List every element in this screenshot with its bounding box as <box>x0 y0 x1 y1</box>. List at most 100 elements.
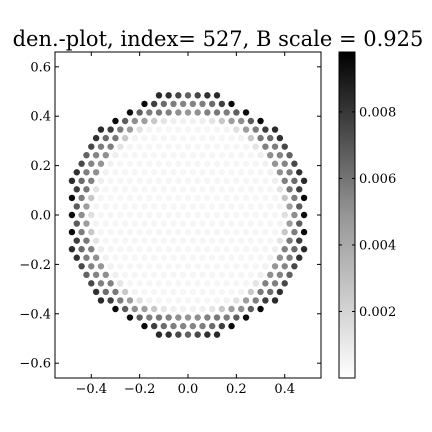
density-point <box>170 186 177 193</box>
density-point <box>184 143 192 150</box>
density-point <box>223 297 230 304</box>
density-point <box>213 109 221 116</box>
density-point <box>242 177 250 185</box>
density-point <box>83 254 90 261</box>
density-point <box>165 143 172 150</box>
density-point <box>131 254 138 261</box>
density-point <box>146 263 153 270</box>
density-point <box>150 305 158 313</box>
density-point <box>286 271 293 279</box>
density-point <box>262 280 269 287</box>
x-tick-label: −0.4 <box>75 382 107 397</box>
density-point <box>208 220 216 227</box>
density-point <box>233 177 240 185</box>
density-point <box>107 263 114 270</box>
density-point <box>213 160 221 167</box>
density-point <box>97 211 105 219</box>
density-point <box>194 228 201 236</box>
density-point <box>150 288 158 296</box>
density-point <box>213 143 221 150</box>
density-point <box>68 194 76 202</box>
density-point <box>199 100 206 108</box>
density-point <box>262 263 269 270</box>
density-point <box>126 245 134 253</box>
density-point <box>194 263 201 270</box>
density-point <box>146 160 153 167</box>
density-point <box>155 160 163 167</box>
density-point <box>184 92 192 99</box>
density-point <box>291 177 298 185</box>
density-point <box>199 271 206 279</box>
density-point <box>150 186 158 193</box>
density-point <box>155 177 163 185</box>
density-point <box>242 314 250 321</box>
density-point <box>150 117 158 125</box>
density-point <box>97 160 105 167</box>
density-point <box>233 160 240 167</box>
density-point <box>199 186 206 193</box>
density-point <box>228 203 235 210</box>
density-point <box>112 151 119 159</box>
density-point <box>92 169 100 176</box>
density-point <box>252 177 259 185</box>
density-point <box>136 126 143 133</box>
density-point <box>102 254 109 261</box>
density-point <box>262 126 269 133</box>
density-point <box>107 160 114 167</box>
density-point <box>184 160 192 167</box>
density-point <box>136 263 143 270</box>
density-point <box>204 109 211 116</box>
density-point <box>204 143 211 150</box>
density-point <box>150 100 158 108</box>
density-point <box>213 280 221 287</box>
density-point <box>78 194 85 202</box>
density-point <box>78 245 85 253</box>
density-point <box>175 297 182 304</box>
density-point <box>247 151 255 159</box>
density-point <box>247 271 255 279</box>
density-point <box>233 297 240 304</box>
density-point <box>146 211 153 219</box>
density-point <box>238 151 245 159</box>
density-point <box>252 194 259 202</box>
density-point <box>170 237 177 244</box>
density-point <box>204 160 211 167</box>
density-point <box>170 169 177 176</box>
density-point <box>88 263 95 270</box>
density-point <box>252 263 259 270</box>
density-point <box>131 305 138 313</box>
density-point <box>213 194 221 202</box>
density-point <box>257 271 264 279</box>
density-point <box>208 134 216 142</box>
density-point <box>271 143 279 150</box>
density-point <box>228 186 235 193</box>
colorbar-tick-label: 0.006 <box>359 172 396 187</box>
density-point <box>276 271 284 279</box>
density-point <box>146 143 153 150</box>
density-point <box>242 297 250 304</box>
density-point <box>208 151 216 159</box>
density-point <box>247 237 255 244</box>
density-point <box>262 211 269 219</box>
density-point <box>165 126 172 133</box>
density-point <box>107 280 114 287</box>
density-point <box>296 203 303 210</box>
density-point <box>223 211 230 219</box>
density-point <box>213 331 221 338</box>
density-point <box>262 228 269 236</box>
density-point <box>165 177 172 185</box>
density-point <box>300 177 308 185</box>
density-point <box>141 117 148 125</box>
scatter-points <box>68 92 308 338</box>
density-point <box>218 288 226 296</box>
density-point <box>218 134 226 142</box>
density-point <box>218 151 226 159</box>
density-point <box>165 297 172 304</box>
density-point <box>204 245 211 253</box>
density-point <box>92 134 100 142</box>
density-point <box>112 220 119 227</box>
density-point <box>155 331 163 338</box>
density-point <box>208 100 216 108</box>
density-point <box>233 194 240 202</box>
density-point <box>112 134 119 142</box>
